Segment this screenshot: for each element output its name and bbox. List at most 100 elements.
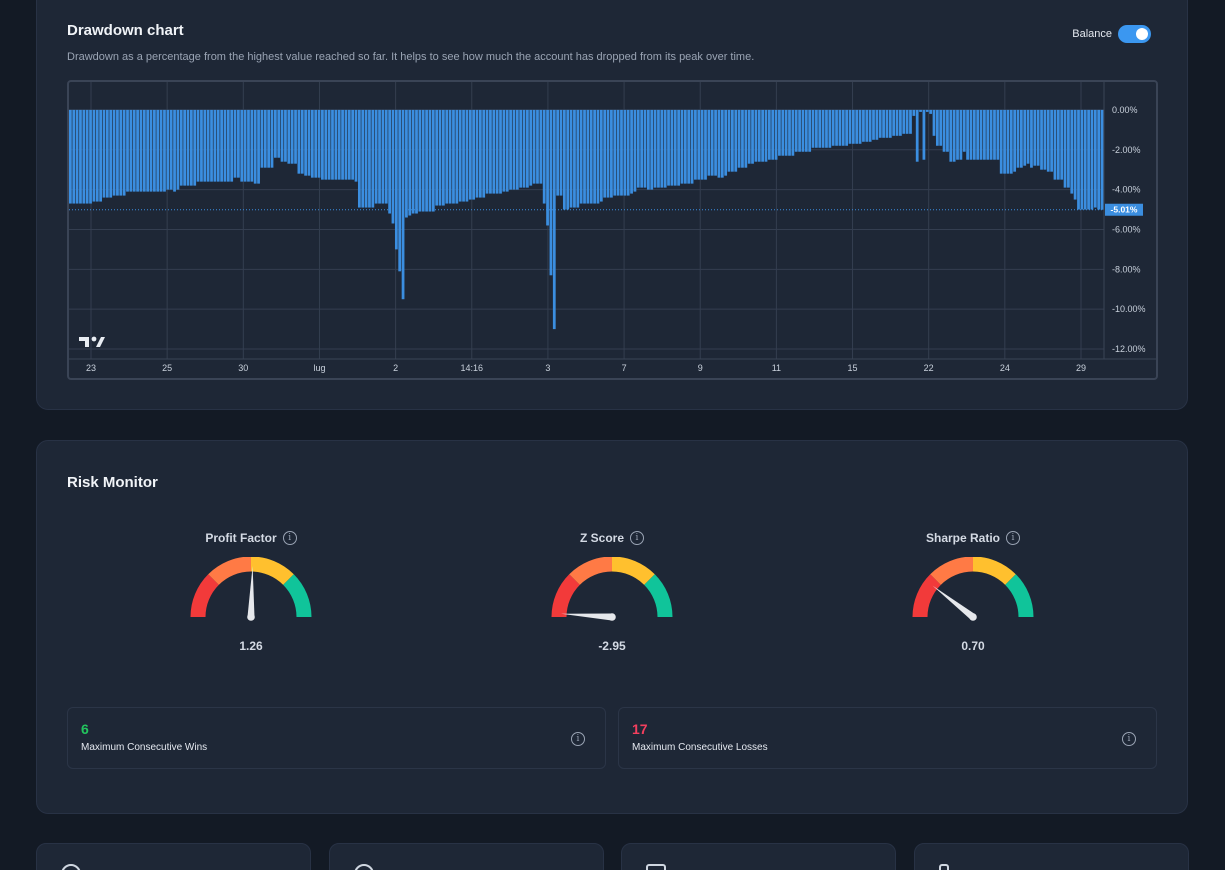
drawdown-bar — [452, 109, 455, 204]
drawdown-bar — [371, 109, 375, 208]
drawdown-bar — [670, 109, 674, 186]
drawdown-bar — [1087, 109, 1090, 210]
drawdown-chart[interactable]: 23 25 30 lug 2 14:16 3 7 9 11 15 22 24 29 0.00% -2.00% -… — [67, 80, 1158, 380]
drawdown-bar — [263, 109, 267, 168]
balance-toggle-label: Balance — [1072, 28, 1112, 40]
info-icon[interactable]: i — [1006, 531, 1020, 545]
metric-card — [914, 843, 1189, 870]
drawdown-bar — [357, 109, 361, 208]
drawdown-bar — [129, 109, 133, 192]
drawdown-bar — [872, 109, 875, 140]
drawdown-bar — [747, 109, 751, 164]
current-value-badge — [1105, 203, 1143, 216]
drawdown-bar — [216, 109, 220, 182]
drawdown-bar — [378, 109, 381, 204]
drawdown-bar — [697, 109, 701, 180]
z-score-gauge: Z Score i -2.95 — [522, 531, 702, 653]
drawdown-bar — [673, 109, 677, 186]
metric-card — [36, 843, 311, 870]
drawdown-bar — [653, 109, 657, 188]
drawdown-bar — [411, 109, 415, 214]
drawdown-bar — [1063, 109, 1067, 188]
drawdown-bar — [939, 109, 943, 146]
drawdown-bar — [119, 109, 123, 196]
drawdown-bar — [1013, 109, 1017, 172]
drawdown-bar — [1036, 109, 1040, 166]
x-tick-label: 30 — [238, 363, 248, 373]
drawdown-bar — [384, 109, 388, 204]
drawdown-bar — [986, 109, 990, 160]
clock-icon — [61, 864, 81, 870]
gauge-needle — [561, 613, 613, 621]
drawdown-bar — [405, 109, 408, 218]
drawdown-bar — [811, 109, 815, 148]
drawdown-bar — [468, 109, 472, 200]
drawdown-bar — [989, 109, 993, 160]
sharpe-ratio-gauge: Sharpe Ratio i 0.70 — [883, 531, 1063, 653]
drawdown-bar — [398, 109, 402, 272]
risk-monitor-title: Risk Monitor — [67, 474, 158, 491]
gauge-segment-red — [912, 574, 942, 618]
drawdown-bar — [599, 109, 603, 202]
drawdown-bar — [552, 109, 556, 330]
drawdown-bar — [310, 109, 314, 178]
drawdown-bar — [89, 109, 92, 204]
drawdown-bar — [361, 109, 365, 208]
drawdown-bar — [1067, 109, 1070, 188]
drawdown-bar — [996, 109, 1000, 160]
drawdown-bar — [240, 109, 244, 182]
drawdown-bar — [959, 109, 963, 160]
drawdown-bar — [616, 109, 620, 196]
drawdown-bar — [862, 109, 865, 142]
drawdown-bar — [391, 109, 395, 224]
y-tick-label: -4.00% — [1112, 185, 1141, 195]
drawdown-bar — [801, 109, 805, 152]
drawdown-bar — [818, 109, 822, 148]
gauge-segment-yellow — [611, 557, 655, 586]
drawdown-bar — [878, 109, 882, 138]
info-icon[interactable]: i — [630, 531, 644, 545]
info-icon[interactable]: i — [571, 732, 585, 746]
drawdown-bar — [983, 109, 986, 160]
drawdown-bar — [778, 109, 781, 156]
drawdown-bar — [731, 109, 734, 172]
max-consecutive-losses: 17 Maximum Consecutive Losses i — [618, 707, 1157, 769]
drawdown-bar — [657, 109, 660, 188]
drawdown-bar — [821, 109, 825, 148]
drawdown-bar — [237, 109, 240, 178]
gauge-needle — [932, 585, 976, 620]
drawdown-bar — [589, 109, 593, 204]
drawdown-bar — [1043, 109, 1047, 170]
drawdown-bar — [610, 109, 613, 198]
profit-factor-gauge: Profit Factor i 1.26 — [161, 531, 341, 653]
drawdown-bar — [573, 109, 576, 208]
drawdown-bar — [153, 109, 156, 192]
drawdown-bar — [892, 109, 896, 136]
x-tick-label: 9 — [698, 363, 703, 373]
drawdown-bar — [804, 109, 808, 152]
drawdown-bar — [189, 109, 193, 186]
drawdown-bar — [475, 109, 479, 198]
drawdown-bar — [277, 109, 281, 158]
info-icon[interactable]: i — [1122, 732, 1136, 746]
drawdown-bar — [156, 109, 160, 192]
x-tick-label: 11 — [772, 363, 781, 373]
drawdown-bar — [1046, 109, 1050, 172]
drawdown-bar — [596, 109, 600, 204]
drawdown-bar — [539, 109, 543, 184]
drawdown-bar — [865, 109, 869, 142]
drawdown-bar — [566, 109, 570, 210]
info-icon[interactable]: i — [282, 531, 297, 545]
drawdown-bar — [253, 109, 257, 184]
drawdown-bar — [660, 109, 664, 188]
drawdown-bar — [512, 109, 516, 190]
drawdown-bar — [522, 109, 526, 188]
drawdown-bar — [1040, 109, 1043, 170]
drawdown-bar — [116, 109, 119, 196]
drawdown-bar — [858, 109, 862, 144]
drawdown-bar — [200, 109, 203, 182]
drawdown-bar — [226, 109, 230, 182]
balance-toggle[interactable] — [1118, 25, 1151, 43]
drawdown-bar — [888, 109, 892, 138]
drawdown-bar — [966, 109, 969, 160]
